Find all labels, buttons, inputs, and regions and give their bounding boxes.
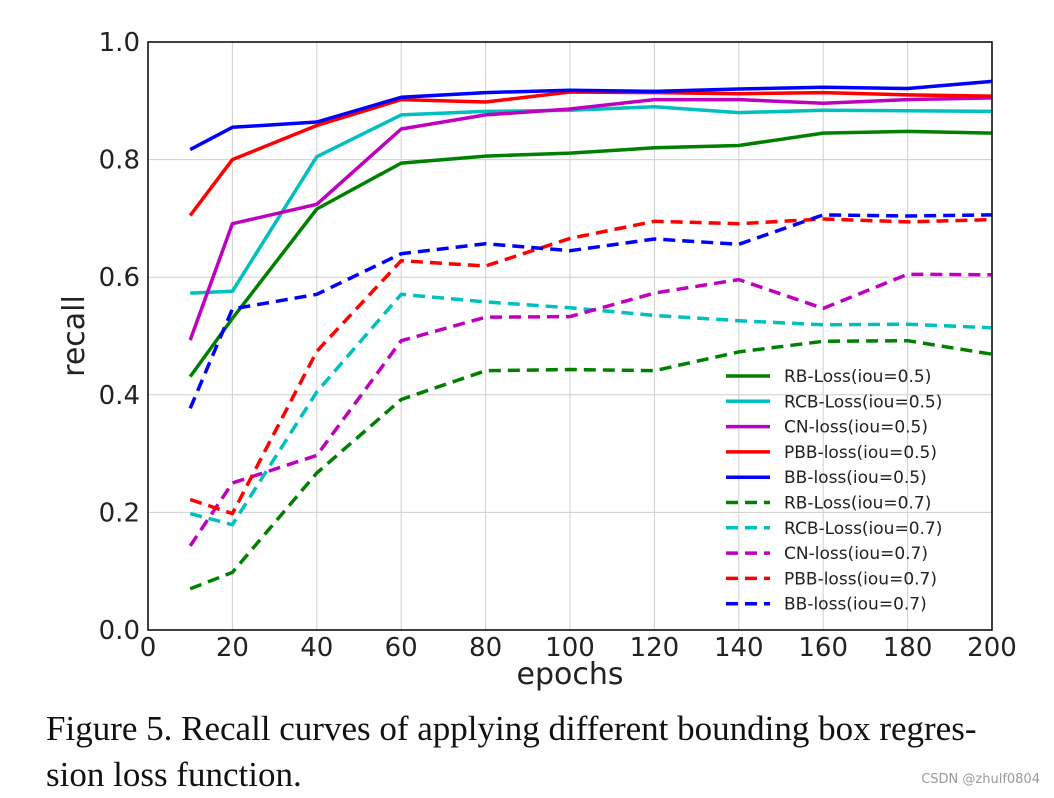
x-tick-label: 60: [385, 633, 418, 663]
series-line-rb-loss-iou-0-7: [189, 338, 993, 591]
legend-label: RB-Loss(iou=0.7): [784, 494, 931, 514]
series-line-bb-loss-iou-0-7: [188, 213, 993, 409]
series-line-cn-loss-iou-0-7: [188, 272, 993, 547]
plot-frame: [147, 41, 993, 631]
series-line-rb-loss-iou-0-5: [188, 129, 993, 378]
x-tick-label: 160: [798, 633, 848, 663]
y-axis-title: recall: [57, 295, 92, 377]
x-axis-title: epochs: [517, 657, 624, 692]
x-tick-label: 180: [883, 633, 933, 663]
series-line-cn-loss-iou-0-5: [188, 96, 993, 341]
series-line-pbb-loss-iou-0-7: [189, 217, 993, 516]
y-tick-label: 0.0: [99, 616, 140, 646]
y-tick-label: 0.8: [99, 146, 140, 176]
x-tick-label: 0: [140, 633, 157, 663]
grid: [147, 41, 993, 631]
legend-label: BB-loss(iou=0.7): [784, 595, 927, 615]
legend: RB-Loss(iou=0.5) RCB-Loss(iou=0.5) CN-loss…: [726, 367, 942, 615]
series-line-bb-loss-iou-0-5: [189, 79, 993, 152]
figure-caption: Figure 5. Recall curves of applying diff…: [46, 709, 977, 794]
x-tick-label: 140: [714, 633, 764, 663]
legend-label: CN-loss(iou=0.7): [784, 544, 928, 564]
legend-label: CN-loss(iou=0.5): [784, 418, 928, 438]
x-tick-label: 80: [469, 633, 502, 663]
legend-label: PBB-loss(iou=0.7): [784, 569, 937, 589]
tick-labels: 0 20 40 60 80 100 120 140 160 180 200 0.0 0.2 0.4 0.6 0…: [99, 28, 1017, 663]
y-tick-label: 1.0: [99, 28, 140, 58]
x-tick-label: 40: [300, 633, 333, 663]
x-tick-label: 100: [545, 633, 595, 663]
x-tick-label: 120: [630, 633, 680, 663]
recall-chart: 0 20 40 60 80 100 120 140 160 180 200 0.0 0.2 0.4 0.6 0…: [57, 28, 1017, 692]
y-tick-label: 0.2: [99, 498, 140, 528]
series-line-rcb-loss-iou-0-5: [190, 104, 993, 295]
legend-label: PBB-loss(iou=0.5): [784, 443, 937, 463]
series-line-pbb-loss-iou-0-5: [188, 90, 993, 217]
x-tick-label: 200: [967, 633, 1017, 663]
y-tick-label: 0.6: [99, 263, 140, 293]
legend-label: BB-loss(iou=0.5): [784, 468, 927, 488]
legend-label: RCB-Loss(iou=0.7): [784, 519, 942, 539]
legend-label: RCB-Loss(iou=0.5): [784, 392, 942, 412]
x-tick-label: 20: [216, 633, 249, 663]
y-tick-label: 0.4: [99, 381, 140, 411]
legend-label: RB-Loss(iou=0.5): [784, 367, 931, 387]
watermark: CSDN @zhulf0804: [921, 772, 1040, 787]
series-lines: [188, 79, 993, 591]
series-line-rcb-loss-iou-0-7: [189, 292, 993, 527]
